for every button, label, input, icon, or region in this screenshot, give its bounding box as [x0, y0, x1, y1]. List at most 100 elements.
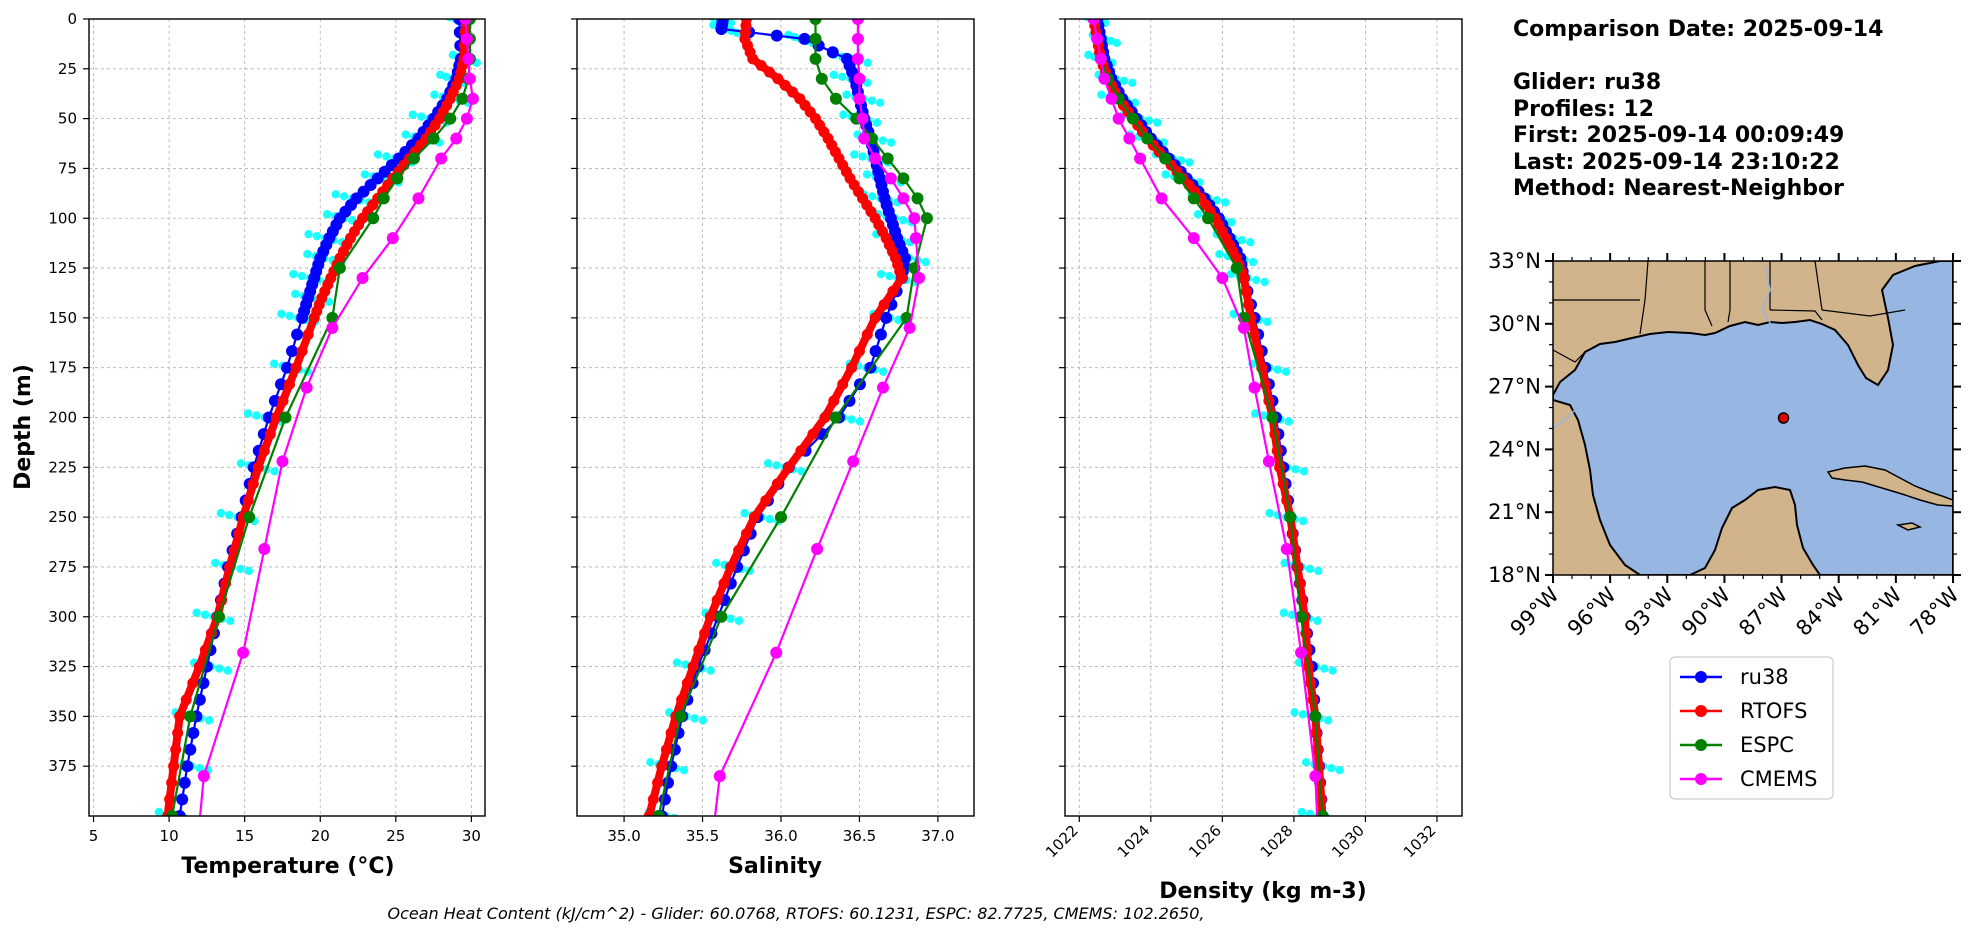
legend-entry-rtofs: RTOFS: [1680, 699, 1807, 723]
glider-raw-point: [1334, 815, 1337, 816]
glider-raw-point: [373, 150, 383, 159]
rtofs-marker: [252, 461, 264, 473]
rtofs-marker: [643, 810, 655, 816]
ru38-marker: [662, 776, 675, 789]
rtofs-marker: [711, 594, 723, 606]
cmems-marker: [276, 455, 289, 468]
map-ocean: [1553, 261, 1953, 575]
rtofs-marker: [660, 744, 672, 756]
rtofs-marker: [302, 328, 314, 340]
glider-raw-point: [842, 90, 851, 99]
cmems-marker: [876, 381, 889, 394]
legend-label: RTOFS: [1740, 699, 1807, 723]
glider-raw-point: [382, 152, 391, 161]
espc-marker: [1284, 511, 1297, 524]
glider-raw-point: [872, 118, 882, 127]
rtofs-marker: [763, 66, 775, 78]
cmems-marker: [897, 192, 910, 205]
rtofs-marker: [772, 73, 784, 85]
glider-raw-point: [1281, 367, 1291, 376]
rtofs-marker: [665, 727, 677, 739]
glider-raw-point: [855, 417, 865, 426]
rtofs-marker: [247, 478, 259, 490]
map-frame: [1552, 260, 1954, 576]
axes-frame: [1064, 18, 1463, 817]
glider-raw-point: [772, 461, 781, 470]
map-jamaica: [1895, 522, 1923, 531]
series-group: [1079, 19, 1344, 816]
map-borders: [1553, 261, 1906, 363]
cmems-marker: [435, 152, 448, 165]
rtofs-marker: [1252, 345, 1264, 357]
glider-raw-point: [195, 763, 204, 773]
ru38-marker: [869, 345, 882, 358]
rtofs-marker: [193, 661, 205, 673]
rtofs-marker: [687, 661, 699, 673]
x-tick-label: 10: [160, 827, 179, 845]
cmems-marker: [386, 232, 399, 245]
glider-raw-point: [878, 136, 888, 145]
rtofs-marker: [311, 305, 323, 317]
ru38-marker: [339, 205, 352, 218]
glider-raw-point: [734, 616, 744, 625]
glider-raw-point: [726, 614, 735, 623]
glider-raw-point: [838, 72, 847, 81]
rtofs-marker: [168, 760, 180, 772]
glider-raw-point: [1246, 237, 1255, 247]
x-tick-label: 1022: [1042, 822, 1082, 862]
glider-raw-point: [1279, 608, 1289, 617]
glider-raw-point: [154, 807, 164, 816]
cmems-marker: [884, 172, 897, 185]
cmems-marker: [459, 19, 472, 25]
cmems-marker: [1187, 232, 1200, 245]
glider-raw-point: [236, 564, 245, 574]
ru38-marker: [317, 245, 330, 258]
cmems-marker: [851, 52, 864, 65]
glider-raw-point: [1153, 118, 1162, 127]
rtofs-marker: [783, 461, 795, 473]
y-tick-label: 200: [48, 409, 77, 427]
x-tick-label: 36.0: [764, 827, 797, 845]
espc-marker: [829, 92, 842, 105]
rtofs-marker: [818, 126, 830, 138]
map-lon-label: 93°W: [1620, 582, 1678, 640]
rtofs-marker: [837, 378, 849, 390]
glider-raw-point: [1273, 365, 1282, 374]
glider-raw-point: [1248, 257, 1258, 267]
glider-raw-point: [442, 19, 445, 20]
temperature-panel: 5 10 15 20 25 3002550751001251501752002252502…: [48, 10, 486, 845]
rtofs-marker: [725, 561, 737, 573]
glider-raw-point: [1251, 409, 1260, 418]
espc-marker: [815, 72, 828, 85]
glider-raw-point: [679, 765, 689, 775]
map-lon-label: 84°W: [1791, 582, 1849, 640]
legend-entry-ru38: ru38: [1680, 665, 1789, 689]
glider-raw-point: [331, 190, 340, 199]
rtofs-marker: [676, 694, 688, 706]
rtofs-marker: [1243, 299, 1255, 311]
glider-raw-point: [763, 459, 773, 468]
glider-raw-point: [285, 311, 294, 321]
rtofs-marker: [704, 611, 716, 623]
legend-marker: [1695, 705, 1707, 717]
x-tick-label: 1030: [1328, 822, 1368, 862]
rtofs-marker: [807, 428, 819, 440]
glider-raw-point: [225, 510, 234, 520]
glider-raw-point: [1291, 465, 1300, 474]
rtofs-marker: [258, 445, 270, 457]
glider-raw-point: [863, 58, 872, 68]
cmems-marker: [1094, 52, 1107, 65]
glider-raw-point: [200, 610, 210, 619]
y-tick-label: 175: [48, 359, 77, 377]
y-tick-label: 100: [48, 209, 77, 227]
ocean-heat-content-footer: Ocean Heat Content (kJ/cm^2) - Glider: 6…: [388, 904, 1205, 923]
ru38-marker: [274, 378, 287, 391]
x-tick-label: 36.5: [843, 827, 876, 845]
glider-raw-point: [797, 467, 806, 476]
rtofs-marker: [319, 285, 331, 297]
espc-marker: [279, 411, 292, 424]
rtofs-marker: [277, 395, 289, 407]
rtofs-marker: [284, 378, 296, 390]
ru38-marker: [298, 305, 311, 318]
cmems-marker: [1098, 72, 1111, 85]
